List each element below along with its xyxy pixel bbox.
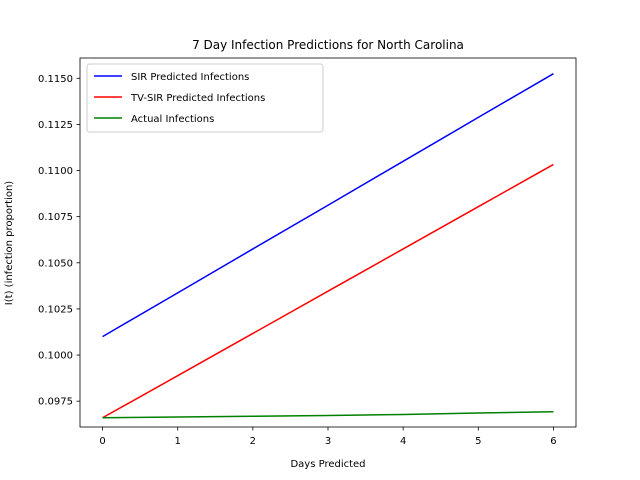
- y-tick-label: 0.1125: [38, 120, 73, 131]
- x-tick-label: 5: [475, 436, 481, 447]
- legend: SIR Predicted Infections TV-SIR Predicted…: [86, 63, 324, 133]
- legend-label-2: Actual Infections: [131, 114, 214, 125]
- series-line-2: [102, 410, 554, 419]
- x-tick-label: 4: [400, 436, 406, 447]
- x-tick-label: 2: [250, 436, 256, 447]
- legend-box: [86, 63, 324, 133]
- legend-label-1: TV-SIR Predicted Infections: [130, 93, 265, 104]
- plot-area: [102, 73, 554, 419]
- y-tick-label: 0.1025: [38, 304, 73, 315]
- y-tick-label: 0.1100: [38, 166, 73, 177]
- series-line-1: [102, 163, 554, 419]
- chart-title: 7 Day Infection Predictions for North Ca…: [192, 38, 464, 52]
- x-tick-label: 0: [99, 436, 105, 447]
- x-tick-label: 3: [325, 436, 331, 447]
- y-tick-label: 0.0975: [38, 397, 73, 408]
- x-tick-label: 6: [550, 436, 556, 447]
- y-axis-label: I(t) (infection proportion): [4, 181, 15, 305]
- axes: 0 1 2 3 4 5 6 0.0975 0.1000 0.1025 0.1050 0.1075 0.1…: [38, 57, 577, 447]
- y-tick-label: 0.1075: [38, 212, 73, 223]
- y-tick-label: 0.1000: [38, 351, 73, 362]
- legend-label-0: SIR Predicted Infections: [131, 72, 249, 83]
- x-axis-label: Days Predicted: [290, 459, 365, 470]
- x-tick-label: 1: [175, 436, 181, 447]
- y-tick-label: 0.1050: [38, 258, 73, 269]
- y-tick-label: 0.1150: [38, 74, 73, 85]
- series-line-0: [102, 73, 554, 338]
